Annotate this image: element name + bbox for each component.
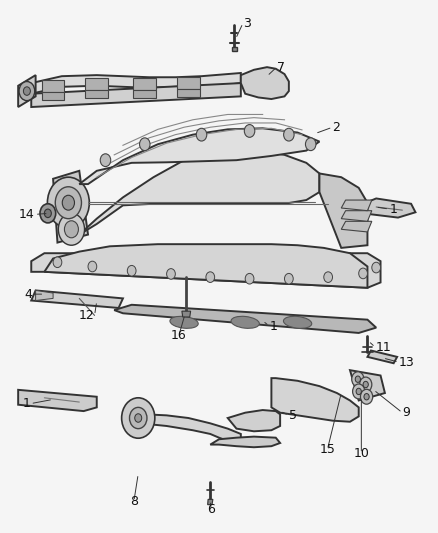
- Polygon shape: [79, 150, 319, 235]
- Polygon shape: [210, 437, 280, 447]
- Circle shape: [47, 177, 89, 228]
- Circle shape: [352, 372, 364, 386]
- Ellipse shape: [231, 316, 259, 328]
- Polygon shape: [182, 311, 191, 317]
- Polygon shape: [114, 305, 376, 333]
- Polygon shape: [42, 92, 64, 100]
- Polygon shape: [177, 77, 200, 89]
- Circle shape: [40, 204, 56, 223]
- Text: 14: 14: [19, 208, 35, 221]
- Polygon shape: [350, 370, 385, 400]
- Polygon shape: [341, 221, 372, 232]
- Text: 8: 8: [130, 495, 138, 508]
- Circle shape: [285, 273, 293, 284]
- Circle shape: [356, 388, 361, 394]
- Circle shape: [206, 272, 215, 282]
- Polygon shape: [79, 128, 319, 184]
- Polygon shape: [341, 200, 372, 211]
- Polygon shape: [18, 75, 35, 107]
- Circle shape: [364, 393, 369, 400]
- Circle shape: [284, 128, 294, 141]
- Text: 1: 1: [269, 320, 277, 333]
- Text: 9: 9: [403, 406, 410, 419]
- Circle shape: [135, 414, 142, 422]
- Text: 1: 1: [22, 397, 30, 410]
- Circle shape: [23, 87, 30, 95]
- Text: 3: 3: [243, 17, 251, 29]
- Circle shape: [44, 209, 51, 217]
- Circle shape: [305, 138, 316, 151]
- Circle shape: [166, 269, 175, 279]
- Polygon shape: [31, 253, 381, 288]
- Circle shape: [127, 265, 136, 276]
- Circle shape: [58, 213, 85, 245]
- Polygon shape: [132, 414, 241, 445]
- Polygon shape: [319, 173, 367, 248]
- Circle shape: [360, 389, 373, 404]
- Circle shape: [19, 82, 35, 101]
- Text: 5: 5: [289, 409, 297, 422]
- Text: 4: 4: [24, 288, 32, 301]
- Circle shape: [363, 381, 368, 387]
- Polygon shape: [85, 90, 108, 98]
- Text: 1: 1: [389, 203, 397, 215]
- Polygon shape: [85, 78, 108, 90]
- Polygon shape: [177, 89, 200, 97]
- Circle shape: [130, 407, 147, 429]
- Polygon shape: [367, 351, 397, 364]
- Circle shape: [355, 376, 360, 382]
- Polygon shape: [272, 378, 359, 422]
- Circle shape: [245, 273, 254, 284]
- Ellipse shape: [283, 316, 312, 328]
- Text: 13: 13: [399, 356, 415, 369]
- Circle shape: [88, 261, 97, 272]
- Circle shape: [62, 195, 74, 210]
- Text: 2: 2: [332, 120, 340, 134]
- Circle shape: [372, 262, 381, 273]
- Polygon shape: [241, 67, 289, 99]
- Text: 10: 10: [353, 447, 369, 460]
- Polygon shape: [31, 290, 123, 308]
- Polygon shape: [42, 80, 64, 92]
- Polygon shape: [228, 410, 280, 431]
- Circle shape: [140, 138, 150, 151]
- Polygon shape: [208, 499, 213, 505]
- Polygon shape: [134, 90, 156, 98]
- Text: 15: 15: [319, 443, 335, 456]
- Circle shape: [122, 398, 155, 438]
- Text: 12: 12: [79, 309, 95, 322]
- Polygon shape: [232, 47, 237, 51]
- Polygon shape: [35, 290, 53, 301]
- Polygon shape: [134, 78, 156, 90]
- Polygon shape: [31, 83, 241, 107]
- Circle shape: [244, 125, 255, 138]
- Polygon shape: [341, 211, 372, 221]
- Ellipse shape: [170, 316, 198, 328]
- Circle shape: [324, 272, 332, 282]
- Text: 6: 6: [207, 504, 215, 516]
- Polygon shape: [31, 73, 241, 94]
- Text: 11: 11: [375, 341, 391, 354]
- Text: 16: 16: [171, 329, 187, 342]
- Polygon shape: [363, 198, 416, 217]
- Circle shape: [64, 221, 78, 238]
- Circle shape: [100, 154, 111, 166]
- Circle shape: [360, 377, 372, 392]
- Polygon shape: [44, 244, 367, 288]
- Polygon shape: [53, 171, 88, 243]
- Circle shape: [53, 257, 62, 268]
- Polygon shape: [18, 390, 97, 411]
- Circle shape: [353, 384, 365, 399]
- Text: 7: 7: [277, 61, 285, 74]
- Circle shape: [196, 128, 207, 141]
- Circle shape: [359, 268, 367, 279]
- Circle shape: [55, 187, 81, 219]
